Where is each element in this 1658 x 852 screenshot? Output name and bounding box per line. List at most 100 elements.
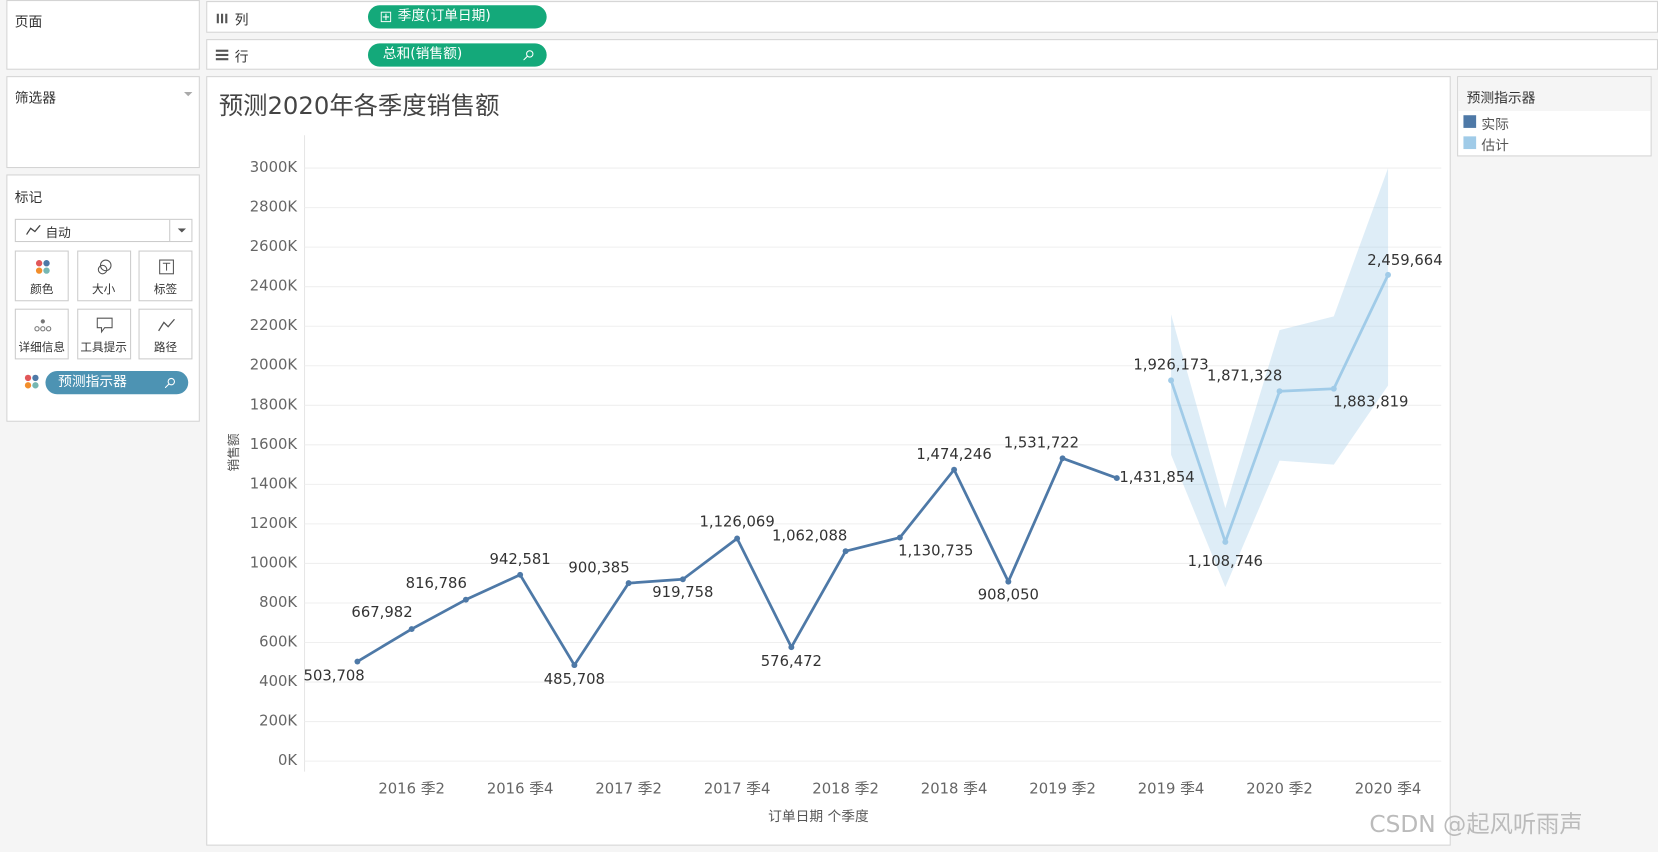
x-tick-label: 2017 季4 [704, 781, 771, 798]
mark-pill-text: 预测指示器 [58, 374, 127, 391]
data-label: 485,708 [544, 671, 605, 688]
filters-menu[interactable] [183, 91, 193, 97]
data-point [354, 658, 361, 665]
y-tick-label: 0K [278, 752, 298, 769]
data-point [788, 644, 795, 651]
filters-panel: 筛选器 [6, 76, 200, 169]
x-tick-label: 2020 季2 [1246, 781, 1313, 798]
rows-pill-text: 总和(销售额) [382, 46, 463, 63]
columns-icon [216, 13, 228, 24]
legend-title: 预测指示器 [1466, 90, 1536, 107]
x-tick-label: 2018 季4 [921, 781, 988, 798]
data-point [517, 571, 524, 578]
data-label: 1,883,819 [1333, 393, 1408, 410]
x-tick-label: 2016 季4 [487, 781, 554, 798]
x-tick-label: 2018 季2 [812, 781, 879, 798]
data-label: 1,062,088 [772, 527, 847, 544]
y-tick-label: 800K [259, 594, 298, 611]
data-label: 1,531,722 [1004, 435, 1079, 452]
filters-title: 筛选器 [14, 90, 57, 107]
y-tick-label: 2000K [250, 357, 299, 374]
rows-pill[interactable]: 总和(销售额) [367, 43, 547, 67]
data-label: 667,982 [351, 604, 412, 621]
data-point [896, 534, 903, 541]
mark-type: 自动 [45, 225, 71, 240]
y-tick-label: 2600K [250, 238, 299, 255]
columns-shelf: 列 季度(订单日期) [206, 1, 1658, 33]
data-label: 576,472 [761, 653, 822, 670]
mark-button-label: 颜色 [30, 282, 54, 296]
data-point [462, 596, 469, 603]
legend-swatch [1463, 136, 1477, 150]
data-point [408, 626, 415, 633]
data-point [1330, 385, 1337, 392]
data-point [1276, 388, 1283, 395]
mark-pill[interactable]: 预测指示器 [45, 371, 189, 395]
mark-button[interactable]: 标签 [138, 250, 193, 302]
x-tick-label: 2019 季4 [1138, 781, 1205, 798]
rows-label: 行 [234, 49, 249, 66]
y-tick-label: 1600K [250, 436, 299, 453]
data-label: 1,926,173 [1133, 357, 1208, 374]
mark-button[interactable]: 颜色 [14, 250, 69, 302]
data-point [842, 548, 849, 555]
data-label: 2,459,664 [1367, 252, 1442, 269]
x-tick-label: 2020 季4 [1355, 781, 1422, 798]
data-point [571, 662, 578, 669]
mark-button[interactable]: 详细信息 [14, 308, 69, 360]
data-label: 1,431,854 [1119, 469, 1194, 486]
columns-label: 列 [234, 12, 249, 29]
y-tick-label: 1400K [250, 475, 299, 492]
data-point [625, 580, 632, 587]
rows-icon [215, 49, 229, 61]
legend-label[interactable]: 估计 [1481, 138, 1509, 155]
mark-button[interactable]: 路径 [138, 308, 193, 360]
y-tick-label: 2400K [250, 278, 299, 295]
columns-pill-text: 季度(订单日期) [397, 8, 491, 25]
mark-type-dropdown[interactable]: 自动 [14, 218, 193, 243]
mark-button-label: 路径 [153, 340, 178, 355]
y-tick-label: 600K [259, 634, 298, 651]
legend-label[interactable]: 实际 [1481, 117, 1509, 134]
chart: 预测2020年各季度销售额 订单日期 个季度 销售额 0K 200K 400K 600… [219, 91, 1443, 825]
data-label: 1,474,246 [916, 446, 991, 463]
y-tick-label: 200K [259, 713, 298, 730]
data-label: 503,708 [304, 667, 365, 684]
data-label: 942,581 [490, 551, 551, 568]
y-tick-label: 400K [259, 673, 298, 690]
watermark: CSDN @起风听雨声 [1369, 811, 1583, 839]
y-tick-label: 2200K [250, 317, 299, 334]
data-point [1113, 475, 1120, 482]
data-label: 908,050 [978, 586, 1039, 603]
y-tick-label: 1800K [250, 396, 299, 413]
data-label: 900,385 [568, 559, 629, 576]
data-point [951, 466, 958, 473]
legend: 预测指示器 实际估计 [1457, 76, 1652, 157]
chart-panel [206, 76, 1451, 846]
y-axis-label: 销售额 [226, 433, 241, 471]
marks-title: 标记 [14, 190, 43, 207]
y-tick-label: 2800K [250, 199, 299, 216]
mark-button[interactable]: 工具提示 [76, 308, 131, 360]
marks-panel: 标记 自动 颜色 大小 标签详细信息 工具提示 路径 预测指示器 [6, 174, 200, 422]
data-point [1168, 377, 1175, 384]
x-tick-label: 2019 季2 [1029, 781, 1096, 798]
data-label: 1,871,328 [1207, 367, 1282, 384]
data-point [1059, 455, 1066, 462]
pages-panel: 页面 [6, 0, 200, 70]
y-tick-label: 1000K [250, 554, 299, 571]
data-point [679, 576, 686, 583]
mark-button[interactable]: 大小 [76, 250, 131, 302]
pages-title: 页面 [14, 14, 43, 31]
data-label: 919,758 [652, 584, 713, 601]
x-tick-label: 2016 季2 [378, 781, 445, 798]
x-tick-label: 2017 季2 [595, 781, 662, 798]
color-dots [24, 374, 39, 389]
forecast-band [1171, 168, 1389, 588]
chart-title: 预测2020年各季度销售额 [219, 91, 500, 120]
columns-pill[interactable]: 季度(订单日期) [367, 5, 547, 29]
mark-button-label: 标签 [153, 282, 178, 296]
mark-button-label: 大小 [91, 282, 116, 296]
